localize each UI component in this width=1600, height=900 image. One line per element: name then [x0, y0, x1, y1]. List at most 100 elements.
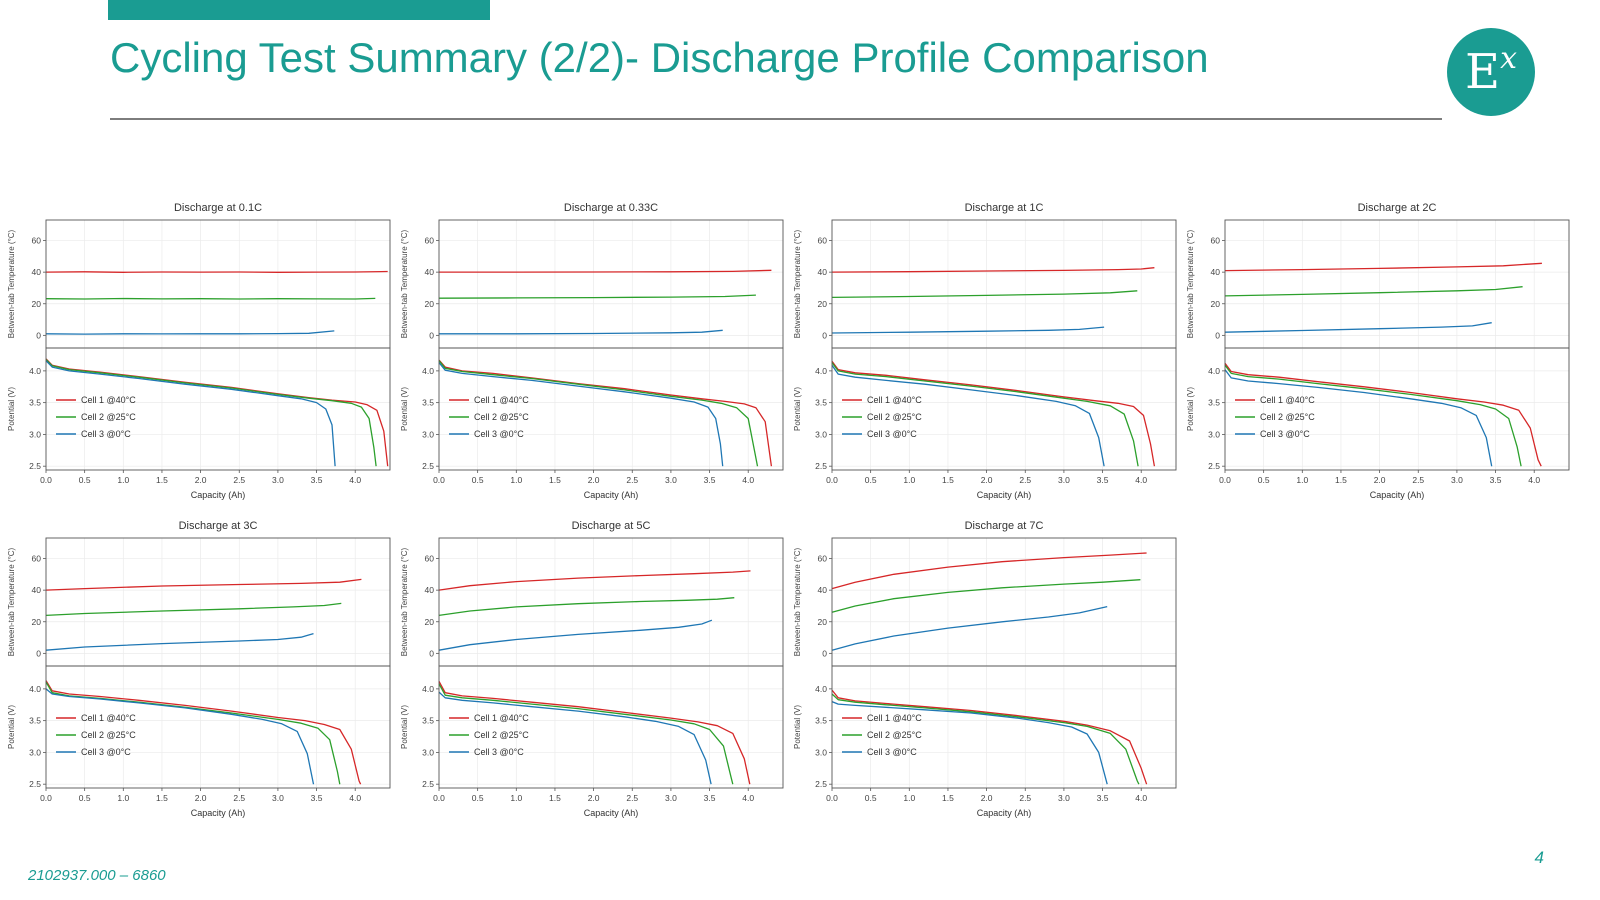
page-title: Cycling Test Summary (2/2)- Discharge Pr…: [110, 34, 1209, 81]
svg-text:0.0: 0.0: [826, 793, 838, 803]
svg-text:1.0: 1.0: [117, 475, 129, 485]
y-axis-label: Potential (V): [793, 387, 802, 431]
svg-text:0.5: 0.5: [472, 793, 484, 803]
svg-text:0.5: 0.5: [472, 475, 484, 485]
svg-text:40: 40: [425, 585, 435, 595]
svg-text:40: 40: [1211, 267, 1221, 277]
legend-label: Cell 2 @25°C: [1260, 412, 1315, 422]
svg-text:2.0: 2.0: [981, 793, 993, 803]
svg-text:3.0: 3.0: [272, 793, 284, 803]
series-line: [831, 362, 1139, 467]
legend-label: Cell 1 @40°C: [81, 395, 136, 405]
svg-text:4.0: 4.0: [349, 475, 361, 485]
svg-text:20: 20: [425, 299, 435, 309]
svg-text:2.5: 2.5: [1208, 461, 1220, 471]
svg-text:3.0: 3.0: [815, 429, 827, 439]
svg-text:40: 40: [818, 267, 828, 277]
x-axis-label: Capacity (Ah): [977, 490, 1032, 500]
svg-text:0.0: 0.0: [40, 793, 52, 803]
svg-text:4.0: 4.0: [815, 684, 827, 694]
series-line: [438, 294, 756, 299]
chart-container: Discharge at 0.33C 0 20 40 60 Between-tab Tem…: [397, 198, 790, 504]
series-line: [831, 364, 1105, 467]
series-line: [439, 269, 772, 273]
svg-text:3.5: 3.5: [311, 475, 323, 485]
svg-text:20: 20: [32, 617, 42, 627]
svg-text:4.0: 4.0: [742, 475, 754, 485]
x-axis-label: Capacity (Ah): [191, 808, 246, 818]
svg-text:20: 20: [1211, 299, 1221, 309]
y-axis-label: Between-tab Temperature (°C): [793, 229, 802, 338]
svg-text:20: 20: [32, 299, 42, 309]
chart-title: Discharge at 7C: [965, 520, 1044, 532]
svg-text:3.0: 3.0: [1058, 475, 1070, 485]
series-line: [1224, 322, 1492, 333]
legend-label: Cell 1 @40°C: [1260, 395, 1315, 405]
y-axis-label: Potential (V): [7, 387, 16, 431]
svg-text:4.0: 4.0: [742, 793, 754, 803]
series-line: [45, 270, 388, 273]
y-axis-label: Between-tab Temperature (°C): [7, 229, 16, 338]
svg-text:1.0: 1.0: [903, 793, 915, 803]
svg-text:3.5: 3.5: [29, 716, 41, 726]
svg-text:0.0: 0.0: [826, 475, 838, 485]
svg-text:4.0: 4.0: [422, 366, 434, 376]
svg-text:0: 0: [1215, 330, 1220, 340]
series-line: [438, 570, 751, 591]
svg-text:0.5: 0.5: [865, 475, 877, 485]
svg-text:3.5: 3.5: [311, 793, 323, 803]
series-line: [1224, 262, 1542, 272]
svg-text:60: 60: [1211, 236, 1221, 246]
series-line: [45, 602, 342, 617]
series-line: [1224, 369, 1493, 467]
svg-text:0.0: 0.0: [433, 793, 445, 803]
y-axis-label: Between-tab Temperature (°C): [400, 229, 409, 338]
series-line: [45, 360, 336, 467]
svg-text:2.5: 2.5: [29, 779, 41, 789]
svg-text:1.5: 1.5: [156, 475, 168, 485]
svg-text:40: 40: [818, 585, 828, 595]
svg-text:3.0: 3.0: [815, 747, 827, 757]
chart-title: Discharge at 1C: [965, 202, 1044, 214]
series-line: [45, 297, 376, 300]
svg-text:0.5: 0.5: [79, 793, 91, 803]
legend-label: Cell 3 @0°C: [81, 747, 131, 757]
series-line: [438, 360, 759, 467]
x-axis-label: Capacity (Ah): [1370, 490, 1425, 500]
svg-text:4.0: 4.0: [815, 366, 827, 376]
svg-text:3.5: 3.5: [704, 793, 716, 803]
series-line: [831, 552, 1147, 590]
svg-text:1.0: 1.0: [117, 793, 129, 803]
series-line: [1224, 286, 1523, 297]
header-accent-bar: [108, 0, 490, 20]
svg-text:1.0: 1.0: [510, 475, 522, 485]
svg-text:3.0: 3.0: [665, 793, 677, 803]
y-axis-label: Potential (V): [7, 705, 16, 749]
legend-label: Cell 2 @25°C: [474, 730, 529, 740]
svg-text:4.0: 4.0: [1528, 475, 1540, 485]
svg-text:0: 0: [429, 648, 434, 658]
svg-text:60: 60: [32, 554, 42, 564]
series-line: [438, 691, 712, 785]
svg-text:40: 40: [32, 267, 42, 277]
company-logo: E x: [1447, 28, 1535, 116]
page-number: 4: [1534, 848, 1544, 867]
chart-discharge-at-0-33c: Discharge at 0.33C 0 20 40 60 Between-tab Tem…: [400, 202, 784, 500]
svg-text:3.5: 3.5: [422, 716, 434, 726]
chart-discharge-at-2c: Discharge at 2C 0 20 40 60 Between-tab Temper…: [1186, 202, 1570, 500]
svg-text:3.5: 3.5: [422, 398, 434, 408]
svg-text:2.0: 2.0: [195, 793, 207, 803]
svg-text:0.0: 0.0: [433, 475, 445, 485]
charts-grid: Discharge at 0.1C 0 20 40 60 Between-tab Temp…: [4, 198, 1592, 834]
svg-text:2.5: 2.5: [626, 793, 638, 803]
svg-text:4.0: 4.0: [349, 793, 361, 803]
chart-discharge-at-0-1c: Discharge at 0.1C 0 20 40 60 Between-tab Temp…: [7, 202, 391, 500]
series-line: [831, 693, 1140, 785]
y-axis-label: Between-tab Temperature (°C): [793, 547, 802, 656]
chart-container: Discharge at 0.1C 0 20 40 60 Between-tab Temp…: [4, 198, 397, 504]
svg-text:1.5: 1.5: [549, 475, 561, 485]
svg-text:3.0: 3.0: [29, 429, 41, 439]
series-line: [1224, 364, 1522, 467]
series-line: [438, 680, 751, 785]
svg-text:3.5: 3.5: [1097, 793, 1109, 803]
